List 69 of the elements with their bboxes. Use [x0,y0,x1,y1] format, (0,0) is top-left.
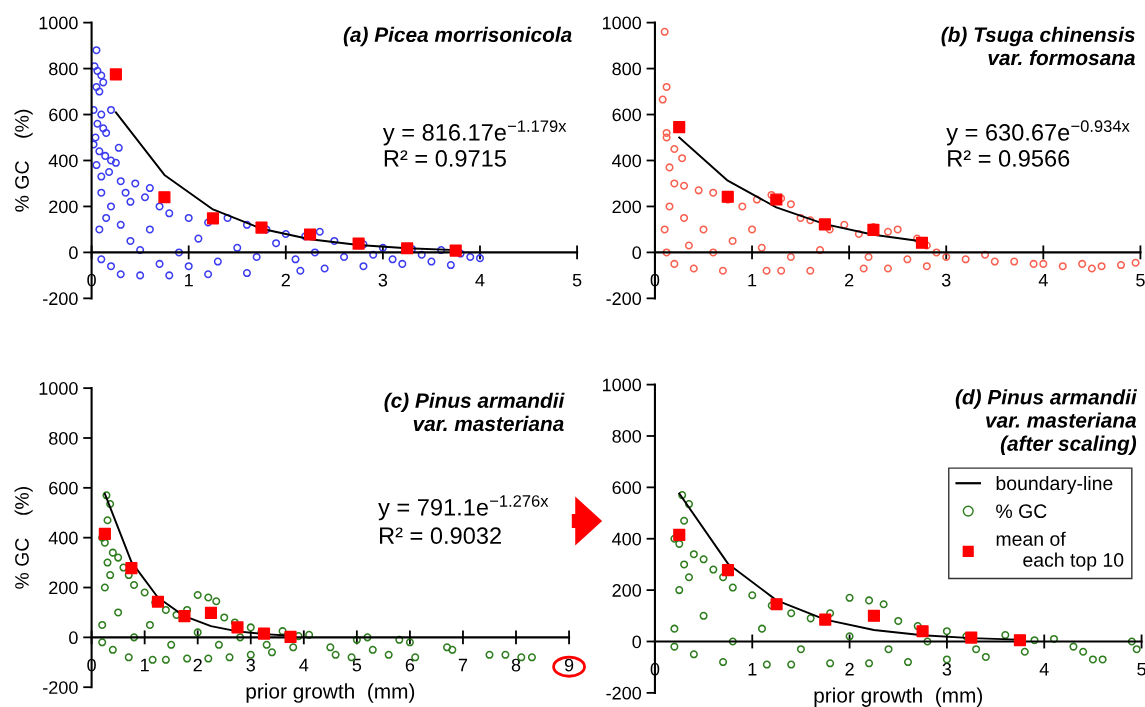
x-tick-label: 7 [458,658,468,672]
y-tick-label: 800 [612,429,642,443]
y-axis-title: % GC (%) [14,487,33,589]
y-tick-label: 200 [49,581,78,595]
y-tick-label: -200 [606,292,642,306]
y-tick-label: 0 [69,246,78,260]
x-tick-label: 2 [845,273,854,287]
x-tick-label: 8 [511,658,521,672]
x-tick-label: 3 [942,662,952,676]
y-tick-label: -200 [606,686,642,700]
text: (d) Pinus armandii var. masteriana (after scaling) [955,389,1138,456]
y-tick-label: 600 [49,481,78,495]
legend-label: boundary-line [996,475,1113,495]
y-tick-label: 200 [612,200,642,214]
y-axis-title: % GC (%) [14,109,33,212]
y-tick-label: 600 [49,108,78,122]
x-tick-label: 1 [748,662,757,676]
legend-label: % GC [996,504,1047,519]
x-tick-label: 1 [141,658,149,672]
x-tick-label: 5 [572,273,582,287]
annotation: y = 816.17e$^{−1.179x}$ [382,120,567,146]
y-tick-label: 800 [612,62,642,76]
x-tick-label: 5 [352,658,362,672]
y-tick-label: 0 [632,246,642,260]
y-tick-label: 200 [612,584,642,597]
x-tick-label: 5 [1137,662,1145,676]
y-tick-label: 400 [48,154,78,168]
annotation: y = 791.1e$^{−1.276x}$ [378,495,549,521]
annotation: y = 630.67e$^{−0.934x}$ [946,120,1130,146]
x-tick-label: 3 [941,273,951,287]
y-tick-label: 1000 [39,382,78,395]
y-tick-label: 0 [632,635,642,649]
x-tick-label: 6 [405,658,415,672]
y-tick-label: 400 [612,532,642,546]
x-tick-label: 1 [185,273,193,287]
y-tick-label: 400 [48,531,78,545]
x-tick-label: 4 [1038,273,1048,287]
annotation: R² = 0.9032 [380,527,501,545]
x-tick-label: 3 [378,273,388,287]
x-tick-label: 4 [475,273,485,287]
x-tick-label: 2 [845,662,854,676]
annotation: R² = 0.9566 [948,150,1070,167]
y-tick-label: -200 [43,681,78,694]
y-tick-label: 1000 [39,16,78,30]
y-tick-label: 600 [612,481,642,495]
y-tick-label: -200 [43,292,78,306]
y-tick-label: 1000 [602,16,642,30]
x-tick-label: 2 [281,273,290,287]
x-tick-label: 1 [748,273,757,287]
y-tick-label: 400 [612,154,642,168]
x-tick-label: 2 [193,658,202,672]
x-tick-label: 3 [246,658,255,672]
text: (b) Tsuga chinensis var. formosana [941,26,1135,66]
text: (c) Pinus armandii var. masteriana [384,392,565,432]
y-tick-label: 600 [612,108,642,122]
x-tick-label: 4 [1039,662,1049,676]
y-tick-label: 800 [49,431,78,445]
y-tick-label: 0 [69,631,78,645]
x-tick-label: 4 [299,658,309,672]
legend-label: mean of each top 10 [996,531,1124,571]
chart-title: (a) Picea morrisonicola [343,26,572,47]
x-tick-label: 9 [564,658,574,672]
x-tick-label: 5 [1136,273,1145,287]
x-axis-title: prior growth (mm) [814,687,983,707]
annotation: R² = 0.9715 [384,150,506,167]
x-axis-title: prior growth (mm) [246,683,415,703]
y-tick-label: 200 [49,200,78,214]
y-tick-label: 800 [49,62,78,76]
y-tick-label: 1000 [602,378,642,392]
